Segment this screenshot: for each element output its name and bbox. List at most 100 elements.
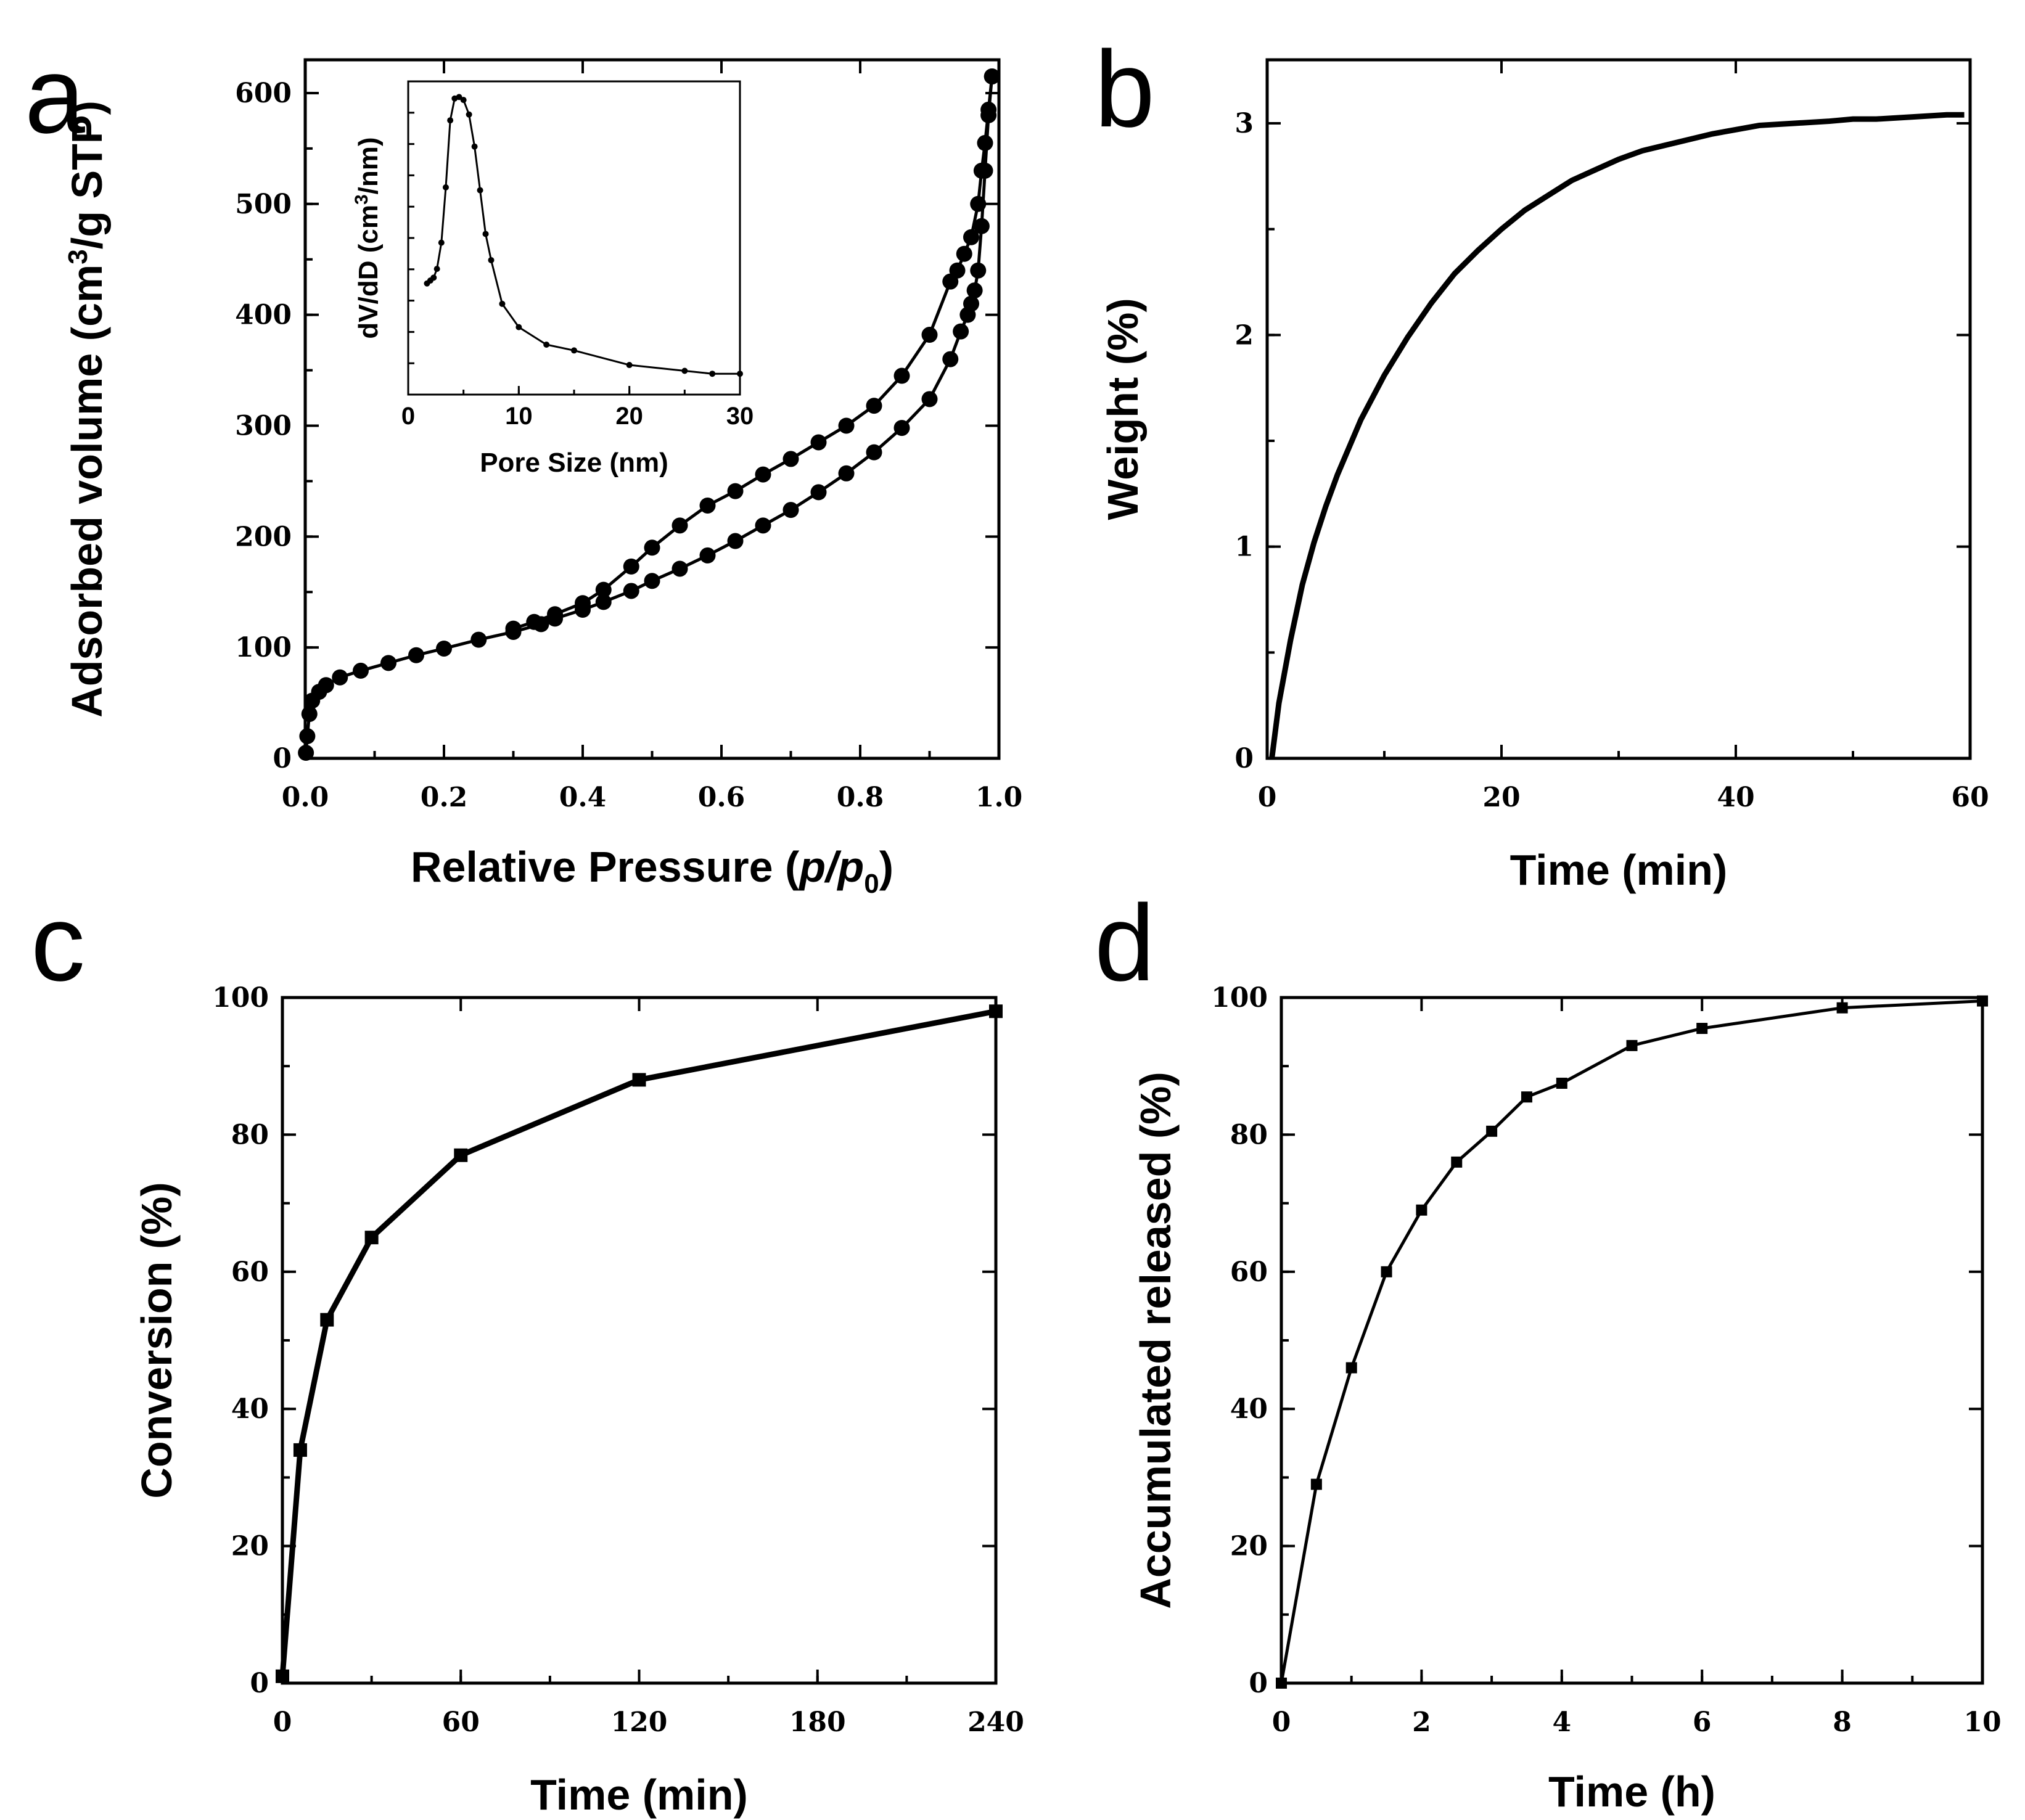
panel-a-xtick-label: 0.4: [559, 782, 607, 813]
panel-d-point: [1276, 1678, 1287, 1689]
panel-c-point: [364, 1231, 379, 1245]
panel-a-adsorption-point: [595, 594, 612, 610]
panel-a-adsorption-point: [301, 706, 318, 723]
panel-a-desorption-point: [970, 195, 987, 212]
panel-a-ytick-label: 200: [235, 521, 292, 552]
panel-a-adsorption-point: [973, 218, 990, 234]
panel-c-ytick-label: 100: [212, 982, 269, 1014]
panel-a-inset: 0 10 20 30 Pore Size (nm) dV/dD (cm3/nm): [351, 80, 754, 478]
panel-c-ytick-label: 0: [250, 1668, 269, 1699]
panel-c-xtick-label: 60: [442, 1707, 480, 1738]
panel-a-inset-y-axis-label: dV/dD (cm3/nm): [351, 137, 384, 338]
panel-a-adsorption-point: [970, 262, 987, 279]
panel-d-xtick-label: 10: [1963, 1707, 2001, 1738]
panel-a-desorption-point: [623, 558, 639, 575]
panel-a-inset-point: [709, 371, 716, 377]
panel-a-ytick-label: 600: [235, 78, 292, 109]
panel-a-adsorption-point: [353, 662, 369, 679]
panel-b-x-axis-label: Time (min): [1510, 846, 1728, 894]
panel-a-adsorption-point: [408, 647, 424, 663]
panel-c-xtick-label: 120: [611, 1707, 668, 1738]
panel-b-xtick-label: 0: [1258, 782, 1277, 813]
panel-d-point: [1486, 1125, 1498, 1137]
panel-a-desorption-point: [942, 273, 959, 290]
panel-d-point: [1521, 1091, 1532, 1103]
panel-b-ytick-label: 1: [1234, 531, 1254, 563]
panel-a-inset-point: [430, 274, 437, 281]
panel-c-ytick-label: 60: [231, 1256, 269, 1288]
panel-a-x-axis-label: Relative Pressure (p/p0): [411, 843, 893, 899]
panel-d-point: [1977, 995, 1988, 1007]
panel-d-point: [1310, 1478, 1322, 1490]
panel-a-adsorption-point: [810, 484, 827, 501]
panel-d-xtick-label: 4: [1552, 1707, 1571, 1738]
panel-a-inset-point: [681, 367, 688, 374]
panel-a-adsorption-point: [755, 517, 771, 534]
panel-c-plot-frame: [281, 996, 998, 1685]
panel-a-adsorption-point: [782, 502, 799, 519]
panel-b-ytick-label: 0: [1234, 743, 1254, 774]
panel-b-xtick-label: 20: [1482, 782, 1520, 813]
panel-c-x-axis-label: Time (min): [530, 1771, 748, 1819]
panel-b-y-axis-label: Weight (%): [1099, 298, 1147, 520]
panel-a-adsorption-point: [380, 655, 396, 671]
panel-b-weight-curve: [1269, 112, 1965, 759]
panel-a-desorption-point: [547, 606, 563, 623]
panel-c-xtick-label: 0: [273, 1707, 292, 1738]
panel-a-desorption-point: [838, 417, 855, 434]
panel-a-inset-point: [456, 94, 462, 100]
panel-b-axes: 0 20 40 60 0 1 2 3: [1234, 58, 1989, 813]
panel-a-adsorption-point: [298, 745, 314, 761]
panel-d-ytick-label: 40: [1230, 1393, 1268, 1425]
panel-a-inset-point: [447, 117, 454, 124]
panel-a-inset-point: [499, 300, 506, 307]
panel-d-ytick-label: 0: [1249, 1668, 1268, 1699]
panel-a-desorption-point: [644, 539, 660, 556]
panel-a-inset-point: [471, 143, 478, 150]
panel-c-point: [293, 1443, 307, 1457]
panel-c-conversion-line: [279, 1008, 996, 1677]
panel-a-adsorption-point: [318, 677, 334, 694]
panel-d-ytick-label: 100: [1211, 982, 1268, 1014]
panel-label-a: a: [25, 35, 85, 156]
panel-a-desorption-point: [893, 367, 910, 384]
panel-a-inset-point: [482, 231, 489, 237]
panel-a-inset-point: [737, 371, 743, 377]
panel-d-point: [1696, 1023, 1708, 1035]
panel-b-ytick-label: 2: [1234, 319, 1254, 351]
panel-d-xtick-label: 8: [1833, 1707, 1852, 1738]
panel-a-y-axis-label: Adsorbed volume (cm3/g STP): [63, 100, 111, 718]
panel-a-desorption-point: [526, 613, 543, 630]
panel-b-xtick-label: 60: [1951, 782, 1989, 813]
panel-d-x-axis-label: Time (h): [1548, 1768, 1715, 1816]
panel-c-ytick-label: 40: [231, 1393, 269, 1425]
panel-a-inset-point: [488, 256, 495, 263]
panel-a-desorption-point: [505, 620, 522, 637]
panel-a-xtick-label: 1.0: [976, 782, 1023, 813]
panel-a-adsorption-point: [332, 669, 348, 686]
panel-a-inset-point: [433, 266, 440, 273]
panel-a-desorption-point: [782, 451, 799, 467]
panel-a-adsorption-point: [436, 640, 452, 657]
panel-d-xtick-label: 6: [1693, 1707, 1712, 1738]
panel-a-desorption-point: [980, 101, 997, 118]
panel-c-point: [320, 1313, 334, 1327]
panel-a-series-desorption: [505, 68, 1000, 637]
panel-d-point: [1451, 1156, 1463, 1168]
panel-a-adsorption-point: [838, 465, 855, 482]
panel-a-adsorption-point: [644, 573, 660, 589]
panel-a-desorption-point: [672, 517, 688, 534]
panel-a-desorption-point: [866, 398, 882, 414]
panel-a-adsorption-point: [942, 351, 959, 367]
panel-d-xtick-label: 2: [1412, 1707, 1431, 1738]
panel-c-xtick-label: 180: [789, 1707, 846, 1738]
panel-c-point: [989, 1004, 1003, 1019]
panel-c-point: [276, 1669, 289, 1683]
panel-a-inset-point: [466, 111, 472, 118]
panel-a-ytick-label: 300: [235, 410, 292, 441]
panel-a-inset-point: [438, 239, 445, 246]
panel-a-desorption-point: [977, 134, 993, 151]
panel-label-d: d: [1095, 883, 1155, 1004]
panel-d-y-axis-label: Accumulated released (%): [1132, 1072, 1180, 1609]
panel-a-inset-point: [543, 341, 550, 348]
